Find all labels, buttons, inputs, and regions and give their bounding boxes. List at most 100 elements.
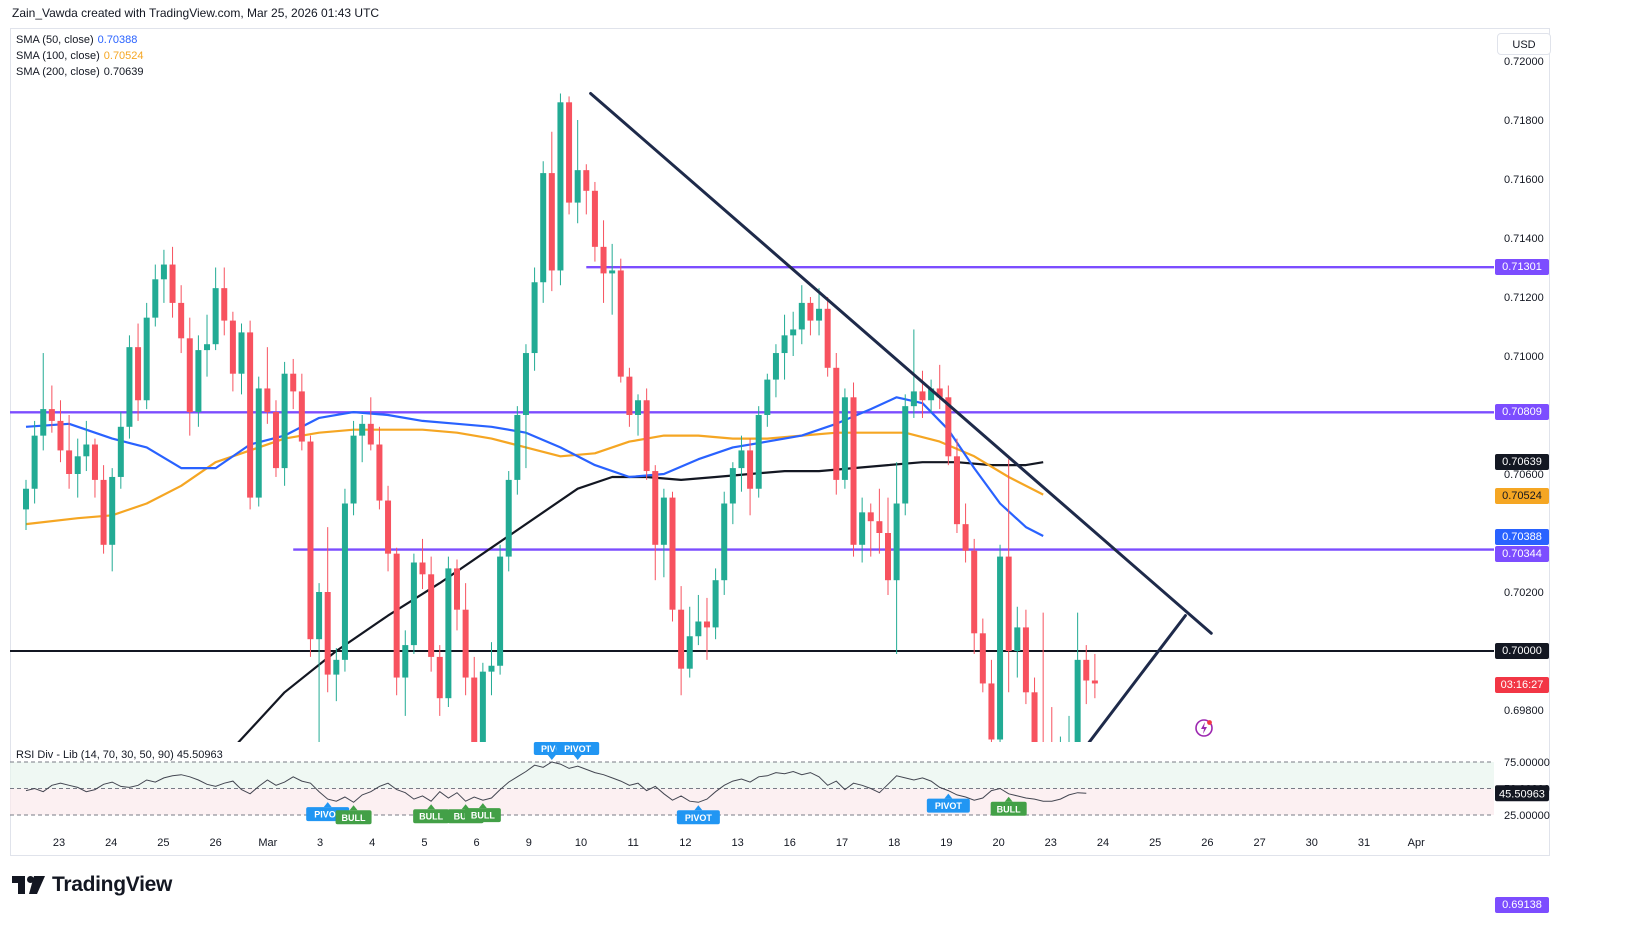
tradingview-logo[interactable]: TradingView xyxy=(12,872,172,898)
time-tick-label: 31 xyxy=(1358,837,1370,849)
price-axis[interactable]: 0.72000 0.71800 0.71600 0.71400 0.71200 0.710… xyxy=(1494,29,1554,742)
candle-body xyxy=(143,317,150,401)
time-tick-label: 26 xyxy=(209,837,221,849)
price-tick-label: 0.70200 xyxy=(1504,587,1544,599)
rsi-upper-band xyxy=(10,762,1494,789)
time-tick-label: 23 xyxy=(1045,837,1057,849)
candle-body xyxy=(522,353,529,415)
signal-label: BULL xyxy=(419,812,443,822)
signal-arrow xyxy=(944,793,953,799)
candle-body xyxy=(462,609,469,678)
time-tick-label: 25 xyxy=(157,837,169,849)
candle-body xyxy=(83,444,90,457)
currency-button[interactable]: USD xyxy=(1497,33,1551,55)
time-tick-label: 23 xyxy=(53,837,65,849)
candle-body xyxy=(979,633,986,684)
rsi-legend-label: RSI Div - Lib (14, 70, 30, 50, 90) xyxy=(16,749,174,761)
price-tick-label: 0.69800 xyxy=(1504,705,1544,717)
signal-arrow xyxy=(323,802,332,808)
time-tick-label: Apr xyxy=(1408,837,1425,849)
time-tick-label: 30 xyxy=(1306,837,1318,849)
time-tick-label: 11 xyxy=(627,837,638,849)
candle-body xyxy=(195,350,202,413)
legend-sma-100-value: 0.70524 xyxy=(103,50,144,62)
signal-label: PIVOT xyxy=(685,813,713,823)
candle-body xyxy=(997,556,1004,740)
candle-body xyxy=(772,353,779,380)
candle-body xyxy=(945,397,952,457)
candle-body xyxy=(953,456,960,525)
candle-body xyxy=(833,367,840,480)
candle-body xyxy=(204,344,211,351)
signal-badge xyxy=(464,808,501,823)
candle-body xyxy=(333,659,340,675)
candle-body xyxy=(57,420,64,451)
time-axis[interactable]: 23 24 25 26 Mar 3 4 5 6 9 10 11 12 13 16 17 18 19 20 23 24 25… xyxy=(10,828,1494,856)
candle-body xyxy=(505,479,512,557)
candle-body xyxy=(100,479,107,545)
candle-body xyxy=(281,373,288,469)
price-tick-label: 0.71600 xyxy=(1504,174,1544,186)
price-tick-label: 0.71200 xyxy=(1504,292,1544,304)
price-tag: 0.69138 xyxy=(1495,897,1549,914)
rsi-tick-label: 75.00000 xyxy=(1504,757,1550,769)
candle-body xyxy=(583,170,590,191)
signal-arrow xyxy=(349,805,358,811)
price-pane[interactable] xyxy=(10,29,1494,742)
candle-body xyxy=(738,450,745,469)
candle-body xyxy=(531,282,538,354)
signal-arrow xyxy=(547,755,556,760)
candle-body xyxy=(626,376,633,415)
legend-sma-200[interactable]: SMA (200, close) 0.70639 xyxy=(16,64,144,80)
legend-sma-50-value: 0.70388 xyxy=(97,34,138,46)
rsi-pane[interactable]: PIVOTBULLBULLBULLBULLPIVOPIVOTPIVOTPIVOT… xyxy=(10,742,1494,828)
signal-badge xyxy=(335,810,372,825)
candle-body xyxy=(566,102,573,203)
candle-body xyxy=(272,412,279,469)
time-tick-label: 3 xyxy=(317,837,323,849)
rsi-legend[interactable]: RSI Div - Lib (14, 70, 30, 50, 90) 45.50… xyxy=(16,749,223,761)
time-tick-label: 18 xyxy=(888,837,900,849)
signal-badge xyxy=(990,801,1027,816)
time-tick-label: 17 xyxy=(836,837,848,849)
candle-body xyxy=(255,388,262,498)
legend-sma-100[interactable]: SMA (100, close) 0.70524 xyxy=(16,48,144,64)
alert-bolt-icon[interactable] xyxy=(1194,718,1214,738)
candle-body xyxy=(247,332,254,498)
candle-body xyxy=(1014,627,1021,651)
candle-body xyxy=(91,444,98,480)
candle-body xyxy=(117,426,124,477)
candle-body xyxy=(471,677,478,742)
time-tick-label: 5 xyxy=(421,837,427,849)
candle-body xyxy=(298,391,305,442)
candle-body xyxy=(850,397,857,545)
candle-body xyxy=(798,302,805,330)
price-tag: 0.70809 xyxy=(1495,404,1549,421)
candle-body xyxy=(781,335,788,354)
candle-body xyxy=(540,173,547,283)
candle-body xyxy=(385,500,392,554)
candle-body xyxy=(23,488,29,510)
signal-label: PIVOT xyxy=(314,810,342,820)
price-tag: 0.70344 xyxy=(1495,545,1549,562)
candle-body xyxy=(910,391,917,407)
signal-arrow xyxy=(427,804,436,810)
candle-body xyxy=(445,568,452,699)
time-tick-label: 25 xyxy=(1149,837,1161,849)
candle-body xyxy=(1031,692,1038,742)
candle-body xyxy=(902,406,909,504)
rsi-tick-label: 25.00000 xyxy=(1504,810,1550,822)
candle-body xyxy=(695,621,702,637)
time-tick-label: 4 xyxy=(369,837,375,849)
price-tick-label: 0.71800 xyxy=(1504,115,1544,127)
legend-sma-50[interactable]: SMA (50, close) 0.70388 xyxy=(16,32,144,48)
candle-body xyxy=(66,450,73,474)
candle-body xyxy=(764,379,771,415)
candle-body xyxy=(893,503,900,581)
candle-body xyxy=(1083,659,1090,681)
candle-body xyxy=(574,170,581,203)
candle-body xyxy=(307,441,314,640)
candle-body xyxy=(350,435,357,504)
price-tick-label: 0.70600 xyxy=(1504,469,1544,481)
